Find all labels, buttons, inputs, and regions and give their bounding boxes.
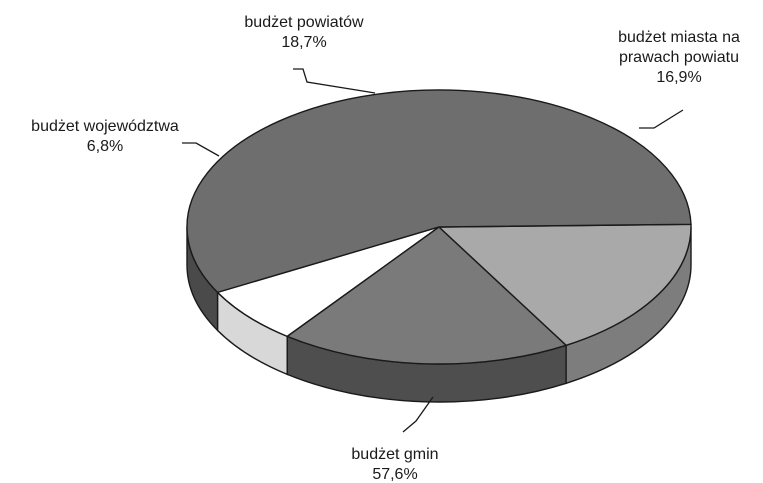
slice-value-miasta: 16,9% (656, 69, 701, 86)
slice-label-gmin: budżet gmin (351, 446, 438, 463)
pie-slice-gmin (186, 89, 692, 294)
pie-slice-powiatow (285, 226, 568, 365)
leader-line-powiatow (293, 68, 376, 94)
leader-line-gmin (402, 396, 434, 433)
pie-slices (186, 89, 692, 365)
pie-slice-wojewodztwa (216, 226, 440, 338)
slice-value-wojewodztwa: 6,8% (87, 138, 123, 155)
slice-label-miasta-line1: budżet miasta na (618, 29, 740, 46)
leader-line-wojewodztwa (182, 142, 220, 157)
leader-line-miasta (639, 109, 684, 129)
slice-label-powiatow: budżet powiatów (244, 14, 364, 31)
slice-value-powiatow: 18,7% (281, 34, 326, 51)
pie-3d-side (186, 226, 692, 403)
slice-label-wojewodztwa: budżet województwa (31, 118, 179, 135)
slice-value-gmin: 57,6% (372, 466, 417, 483)
pie-slice-miasta (437, 223, 692, 347)
slice-label-miasta-line2: prawach powiatu (619, 49, 739, 66)
